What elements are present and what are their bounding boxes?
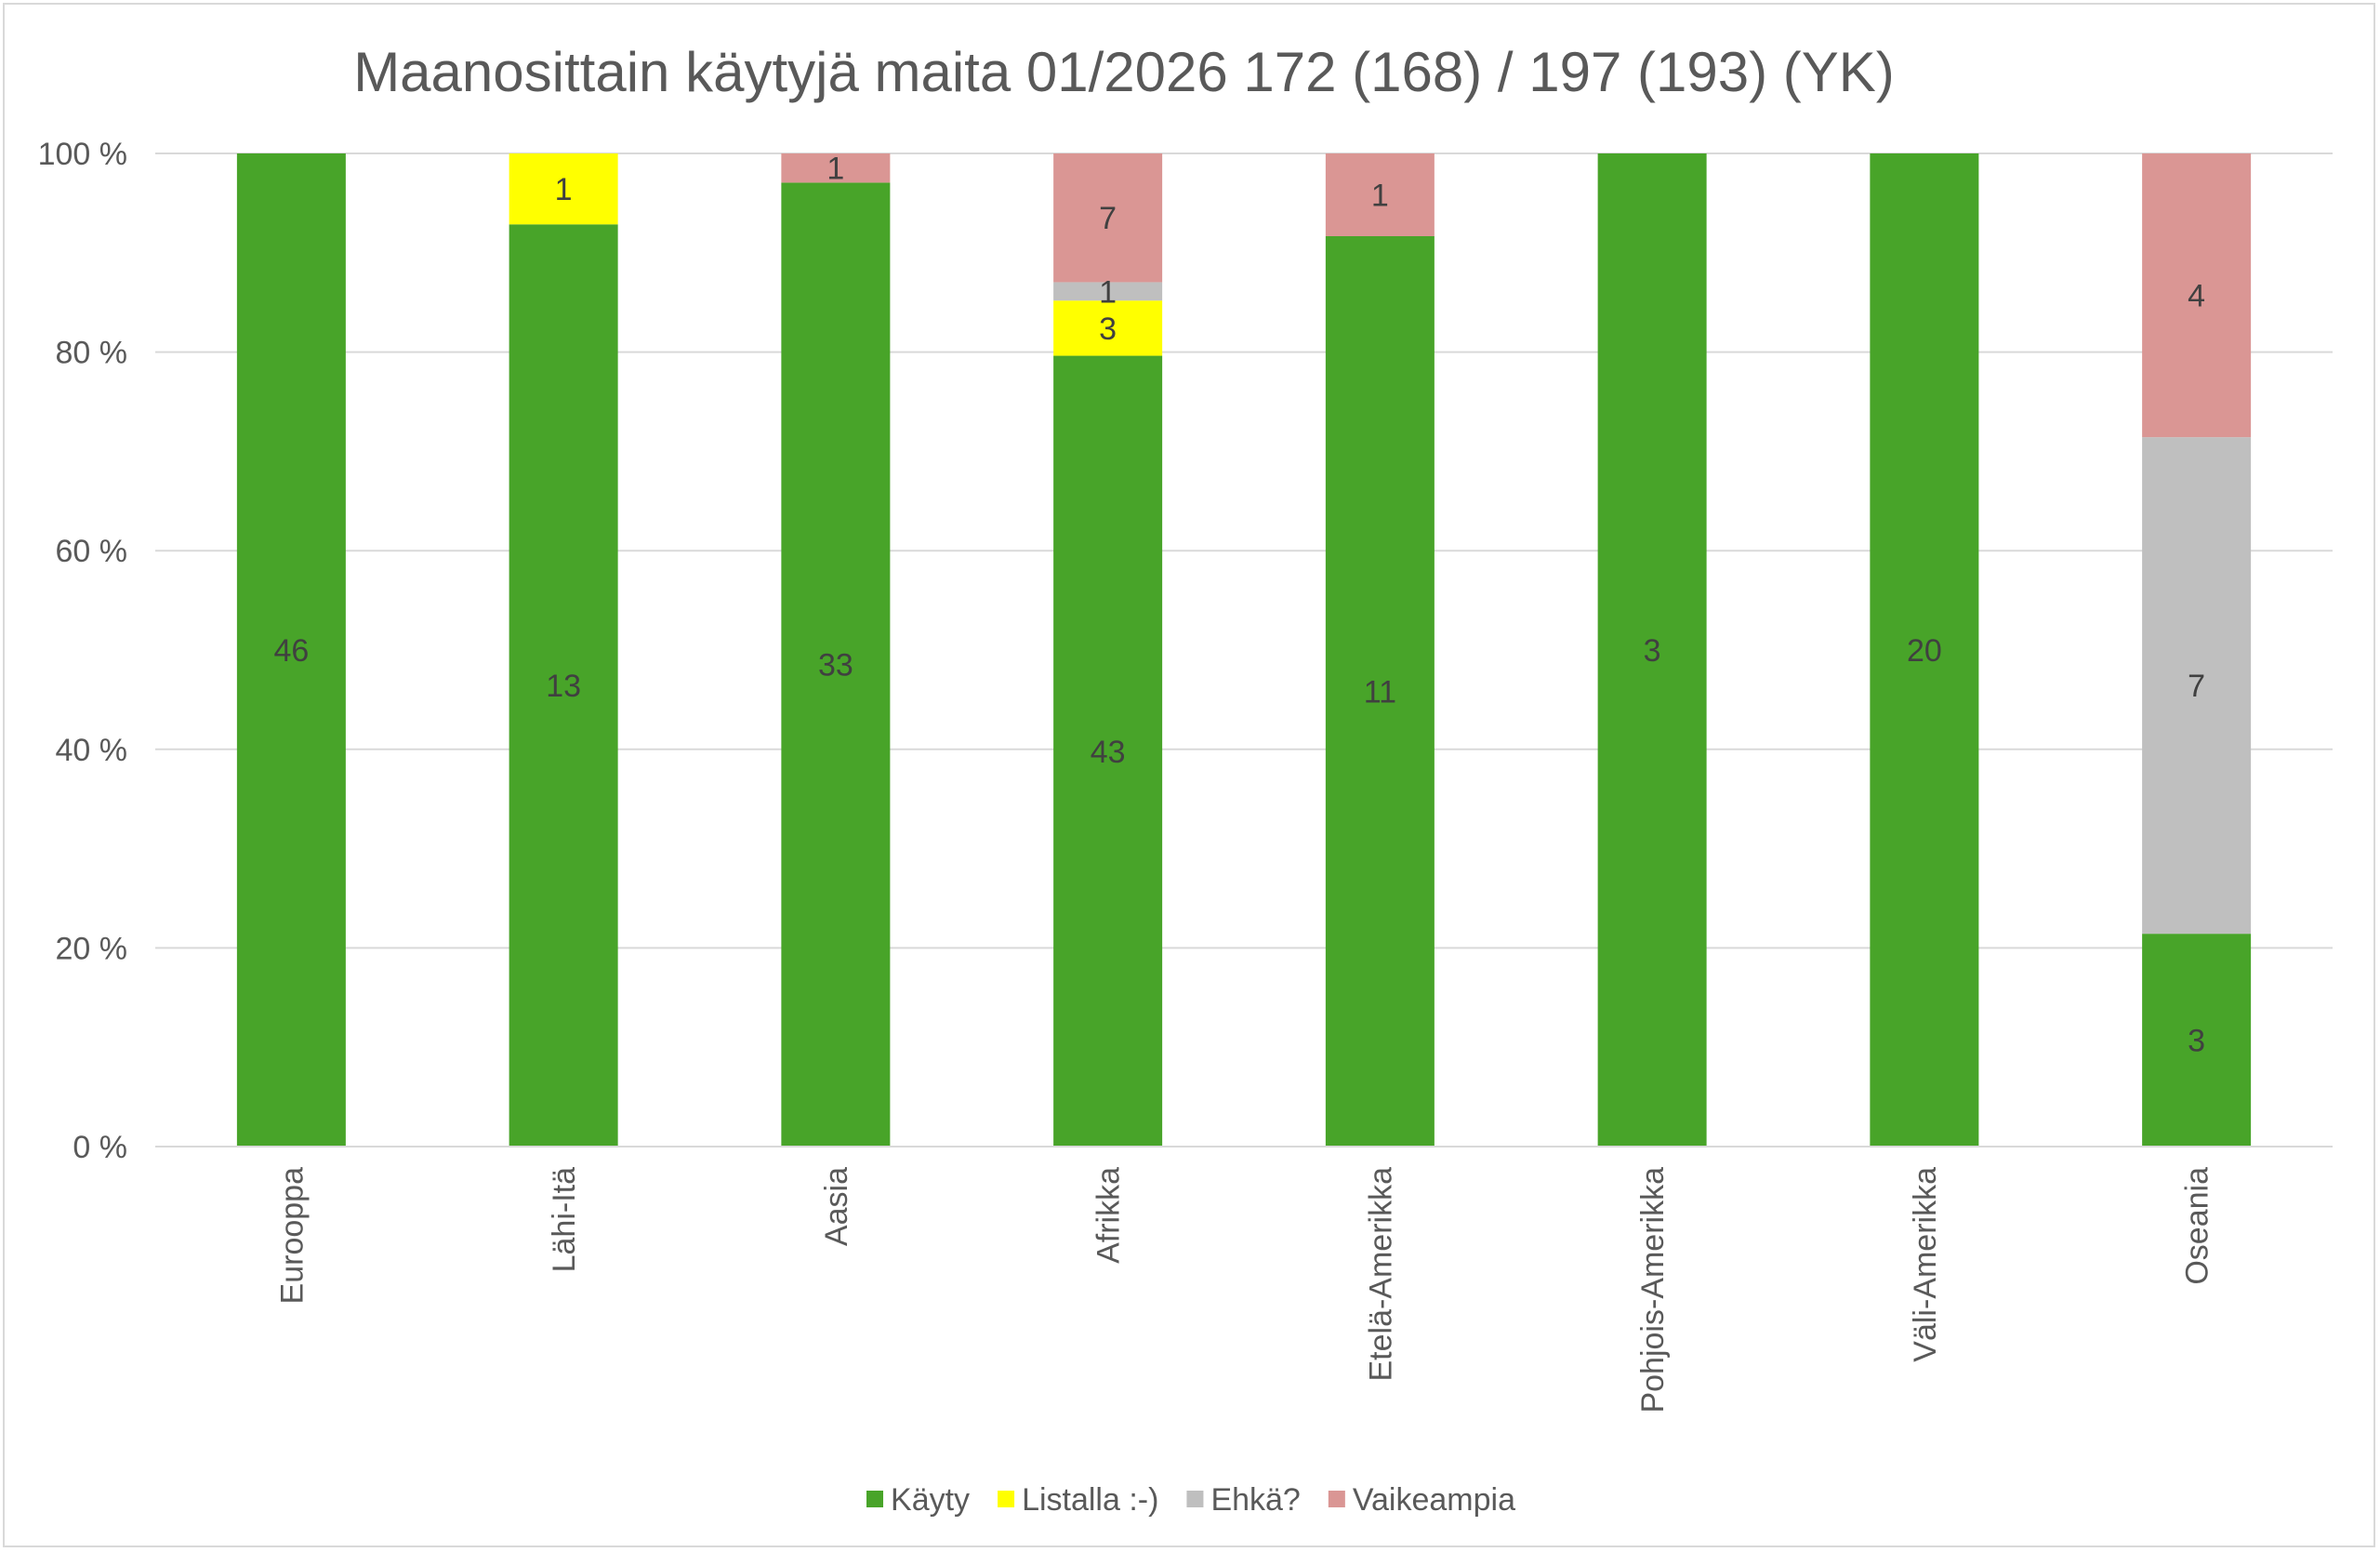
data-label: 3 [1099, 312, 1117, 347]
bar-segment [781, 153, 891, 183]
chart-title: Maanosittain käytyjä maita 01/2026 172 (… [353, 41, 1895, 103]
data-label: 1 [1099, 274, 1117, 310]
data-label: 43 [1091, 735, 1126, 770]
x-axis: Eurooppa Lähi-Itä Aasia Afrikka Etelä-Amerik… [155, 1146, 2333, 1413]
x-tick-label: Afrikka [1091, 1167, 1127, 1264]
y-tick-label: 40 % [56, 733, 128, 768]
bar-segment [1870, 153, 1979, 1147]
legend-label: Listalla :-) [1022, 1482, 1158, 1518]
legend[interactable]: Käyty Listalla :-) Ehkä? Vaikeampia [866, 1482, 1515, 1518]
legend-swatch [1328, 1491, 1345, 1507]
x-tick-label: Etelä-Amerikka [1363, 1167, 1398, 1382]
legend-swatch [1186, 1491, 1204, 1507]
bars [236, 153, 2252, 1147]
data-label: 46 [273, 633, 309, 669]
legend-label: Ehkä? [1210, 1482, 1300, 1518]
data-label: 4 [2188, 279, 2205, 314]
bar-segment [2142, 153, 2252, 438]
x-tick-label: Aasia [819, 1167, 854, 1246]
bar-segment [2142, 437, 2252, 935]
data-label: 7 [1099, 201, 1117, 236]
bar-segment [2142, 934, 2252, 1147]
chart: Maanosittain käytyjä maita 01/2026 172 (… [38, 41, 2333, 1518]
bar-segment [1053, 355, 1163, 1147]
legend-swatch [998, 1491, 1015, 1507]
bar-segment [1053, 153, 1163, 283]
legend-item[interactable]: Listalla :-) [998, 1482, 1158, 1518]
bar-segment [1597, 153, 1707, 1147]
data-label: 1 [826, 152, 844, 187]
y-tick-label: 60 % [56, 534, 128, 569]
bar-segment [509, 224, 618, 1147]
bar-segment [781, 182, 891, 1147]
x-tick-label: Pohjois-Amerikka [1635, 1167, 1671, 1413]
bar-segment [1053, 282, 1163, 301]
data-label: 33 [818, 648, 853, 683]
legend-item[interactable]: Ehkä? [1186, 1482, 1301, 1518]
y-tick-label: 20 % [56, 931, 128, 966]
x-tick-label: Eurooppa [274, 1167, 310, 1305]
data-label: 13 [546, 669, 581, 704]
x-tick-label: Lähi-Itä [547, 1167, 582, 1272]
bar-segment [1053, 300, 1163, 356]
y-tick-label: 100 % [38, 137, 127, 172]
y-axis: 0 % 20 % 40 % 60 % 80 % 100 % [38, 137, 127, 1165]
chart-frame: Maanosittain käytyjä maita 01/2026 172 (… [3, 3, 2375, 1547]
y-tick-label: 80 % [56, 336, 128, 371]
data-label: 3 [2188, 1024, 2205, 1059]
data-label: 7 [2188, 669, 2205, 704]
bar-segment [1325, 153, 1435, 236]
legend-label: Käyty [891, 1482, 970, 1518]
x-tick-label: Oseania [2180, 1167, 2215, 1285]
x-tick-label: Väli-Amerikka [1908, 1167, 1943, 1362]
data-label: 11 [1364, 675, 1396, 710]
data-label: 1 [1371, 179, 1389, 214]
bar-segment [509, 153, 618, 225]
legend-item[interactable]: Käyty [866, 1482, 970, 1518]
data-label: 20 [1907, 633, 1942, 669]
legend-label: Vaikeampia [1353, 1482, 1515, 1518]
data-label: 3 [1644, 633, 1661, 669]
bar-segment [1325, 236, 1435, 1147]
legend-item[interactable]: Vaikeampia [1328, 1482, 1515, 1518]
y-tick-label: 0 % [73, 1130, 127, 1165]
bar-segment [236, 153, 346, 1147]
legend-swatch [866, 1491, 884, 1507]
data-label: 1 [555, 172, 573, 207]
gridlines [155, 153, 2333, 1147]
